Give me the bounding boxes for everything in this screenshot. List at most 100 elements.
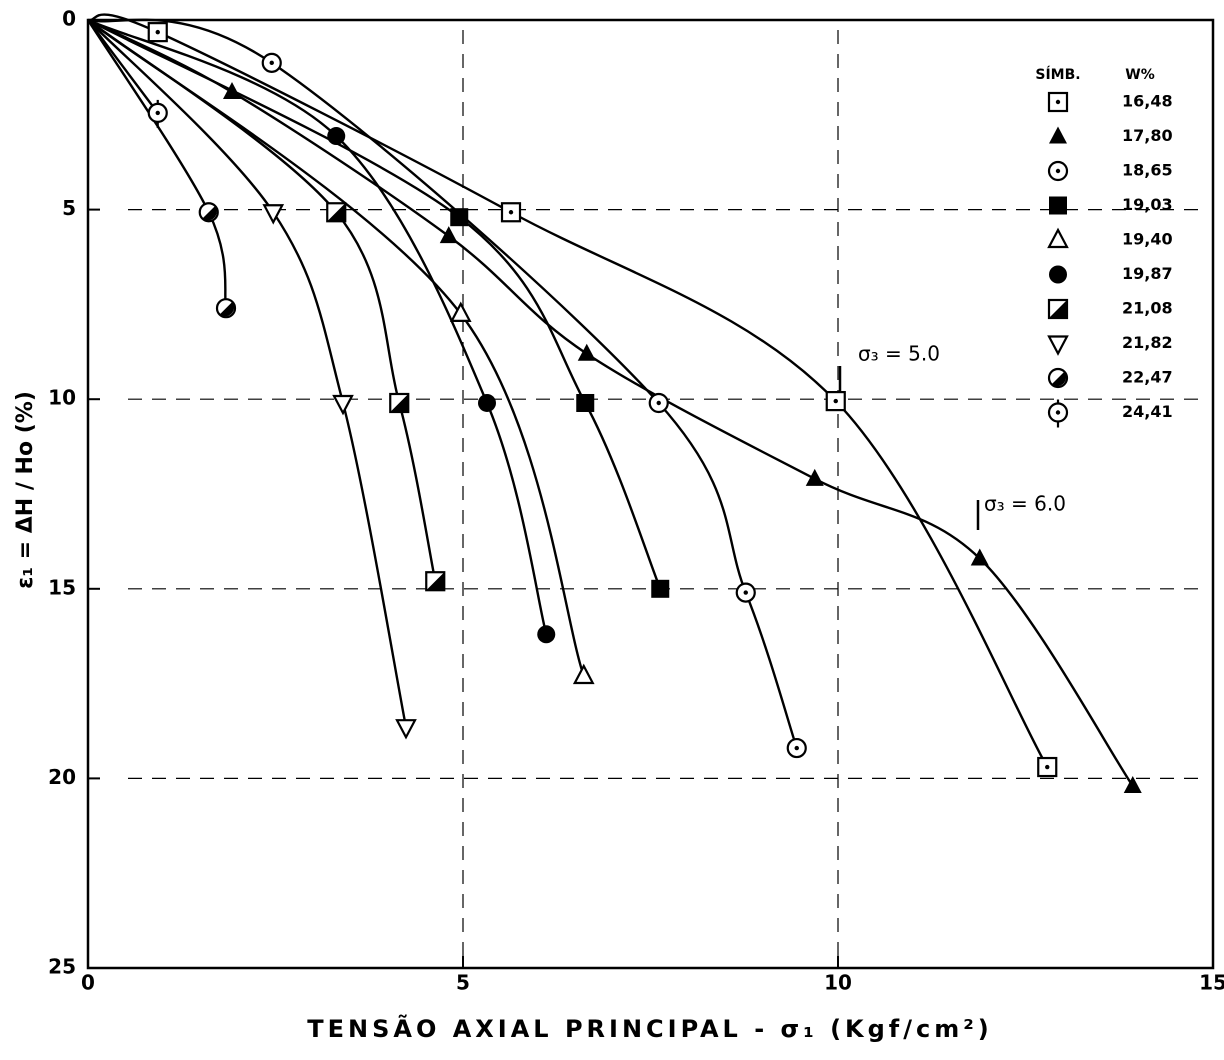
- series-line: [87, 19, 408, 728]
- marker-shape: [651, 579, 670, 598]
- annotation: σ₃ = 6.0: [984, 492, 1066, 516]
- y-tick-label: 15: [48, 575, 76, 599]
- legend-symbol: [1047, 367, 1069, 389]
- y-tick-label: 0: [62, 7, 76, 31]
- marker-shape: [395, 719, 417, 740]
- data-point: [147, 99, 168, 128]
- data-point: [326, 202, 347, 223]
- marker-shape: [478, 393, 496, 412]
- series-line: [87, 18, 662, 590]
- marker-shape: [327, 203, 346, 222]
- marker-shape: [269, 60, 274, 66]
- marker-shape: [450, 208, 469, 227]
- data-point: [425, 571, 446, 592]
- legend-label: 16,48: [1122, 92, 1173, 111]
- marker-shape: [1049, 196, 1067, 215]
- marker-shape: [202, 205, 217, 221]
- marker-shape: [576, 393, 595, 412]
- legend-header: W%: [1125, 67, 1154, 83]
- marker-shape: [970, 548, 989, 566]
- series-line: [87, 13, 1049, 768]
- marker-shape: [1049, 300, 1067, 318]
- data-point: [215, 298, 237, 319]
- marker-shape: [805, 468, 824, 486]
- data-point: [327, 127, 346, 146]
- marker-shape: [537, 625, 556, 644]
- marker-shape: [833, 398, 838, 404]
- marker-shape: [223, 82, 241, 100]
- legend-label: 21,08: [1122, 299, 1173, 318]
- legend-symbol: [1047, 335, 1069, 356]
- marker-shape: [262, 204, 285, 225]
- series-line: [87, 18, 548, 635]
- legend-header: SÍMB.: [1035, 66, 1080, 83]
- data-point: [970, 548, 989, 566]
- legend-symbol: [1047, 399, 1069, 428]
- data-point: [449, 301, 472, 322]
- marker-shape: [332, 394, 354, 416]
- marker-shape: [1047, 335, 1069, 356]
- data-point: [395, 719, 417, 740]
- x-axis-label: TENSÃO AXIAL PRINCIPAL - σ₁ (Kgf/cm²): [307, 1014, 992, 1043]
- plot-frame: [86, 18, 1215, 970]
- data-point: [577, 343, 596, 361]
- legend-symbol: [1047, 91, 1069, 113]
- marker-shape: [1049, 265, 1067, 284]
- x-tick-label: 5: [456, 971, 470, 995]
- marker-shape: [1045, 764, 1050, 770]
- legend-label: 18,65: [1122, 161, 1173, 180]
- data-point: [1037, 756, 1058, 778]
- data-point: [147, 22, 168, 43]
- series-line: [87, 18, 798, 749]
- legend-label: 19,40: [1122, 230, 1173, 249]
- legend-symbol: [1049, 196, 1067, 215]
- x-tick-label: 0: [81, 971, 95, 995]
- series-line: [86, 19, 228, 309]
- legend-label: 19,87: [1122, 264, 1173, 283]
- marker-shape: [426, 572, 445, 591]
- data-point: [825, 390, 846, 412]
- data-point: [805, 468, 824, 486]
- marker-shape: [1055, 99, 1061, 105]
- legend-symbol: [1049, 126, 1067, 144]
- marker-shape: [219, 301, 235, 317]
- data-point: [651, 579, 670, 598]
- data-point: [537, 625, 556, 644]
- data-point: [786, 737, 807, 759]
- data-point: [261, 52, 282, 73]
- data-point: [223, 82, 241, 100]
- data-point: [450, 208, 469, 227]
- marker-shape: [794, 745, 799, 751]
- marker-shape: [155, 110, 160, 116]
- data-point: [332, 394, 354, 416]
- marker-shape: [656, 400, 661, 406]
- marker-shape: [743, 590, 748, 595]
- legend-label: 17,80: [1122, 126, 1173, 145]
- legend-symbol: [1047, 160, 1069, 182]
- data-point: [735, 582, 756, 603]
- series-line: [87, 19, 437, 582]
- x-tick-label: 15: [1199, 971, 1224, 995]
- legend-label: 21,82: [1122, 333, 1173, 352]
- legend-symbol: [1049, 265, 1067, 284]
- legend-symbol: [1047, 227, 1069, 249]
- marker-shape: [1123, 775, 1142, 793]
- legend-label: 19,03: [1122, 195, 1173, 214]
- legend-label: 22,47: [1122, 368, 1173, 387]
- marker-shape: [1051, 371, 1067, 387]
- y-tick-label: 5: [62, 196, 76, 220]
- marker-shape: [572, 663, 595, 685]
- marker-shape: [155, 29, 160, 35]
- marker-shape: [1049, 126, 1067, 144]
- marker-shape: [1047, 227, 1069, 249]
- y-tick-label: 20: [48, 765, 76, 789]
- x-tick-label: 10: [824, 971, 852, 995]
- legend-label: 24,41: [1122, 402, 1173, 421]
- annotation: σ₃ = 5.0: [858, 342, 940, 366]
- y-tick-label: 25: [48, 955, 76, 979]
- data-point: [478, 393, 496, 412]
- marker-shape: [577, 343, 596, 361]
- marker-shape: [508, 210, 514, 215]
- marker-shape: [327, 127, 346, 146]
